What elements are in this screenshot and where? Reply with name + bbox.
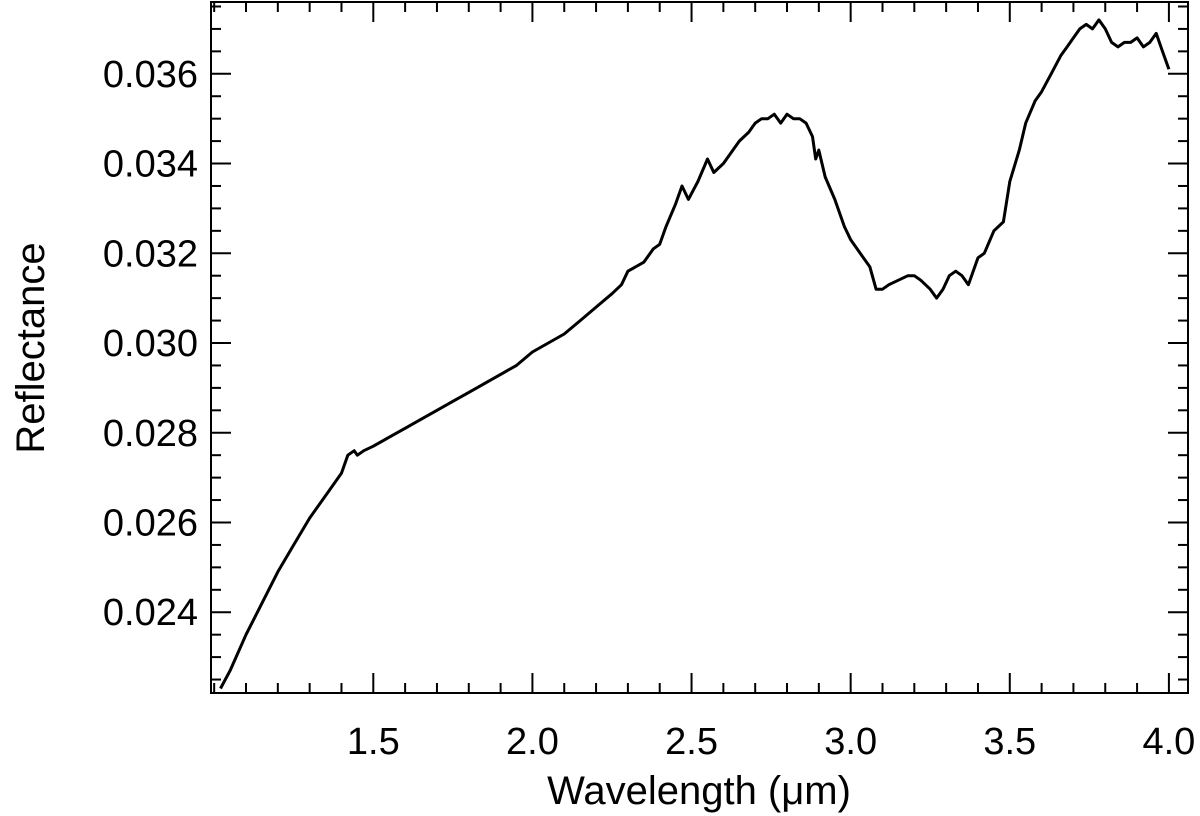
x-tick-label: 2.5 <box>665 721 718 763</box>
y-tick-label: 0.036 <box>103 54 198 96</box>
y-axis-title: Reflectance <box>9 242 53 453</box>
y-tick-labels: 0.024 0.026 0.028 0.030 0.032 0.034 0.036 <box>103 54 198 634</box>
y-tick-label: 0.026 <box>103 502 198 544</box>
plot-frame <box>210 1 1189 694</box>
y-tick-label: 0.030 <box>103 323 198 365</box>
x-tick-label: 1.5 <box>347 721 400 763</box>
x-tick-label: 2.0 <box>506 721 559 763</box>
y-tick-label: 0.034 <box>103 144 198 186</box>
x-axis-title: Wavelength (μm) <box>547 769 851 813</box>
spectrum-line <box>219 18 1171 690</box>
y-tick-label: 0.024 <box>103 592 198 634</box>
x-tick-labels: 1.5 2.0 2.5 3.0 3.5 4.0 <box>347 721 1195 763</box>
axis-ticks <box>211 2 1188 693</box>
x-tick-label: 3.5 <box>983 721 1036 763</box>
x-tick-label: 4.0 <box>1142 721 1195 763</box>
y-tick-label: 0.028 <box>103 413 198 455</box>
x-tick-label: 3.0 <box>824 721 877 763</box>
y-tick-label: 0.032 <box>103 233 198 275</box>
